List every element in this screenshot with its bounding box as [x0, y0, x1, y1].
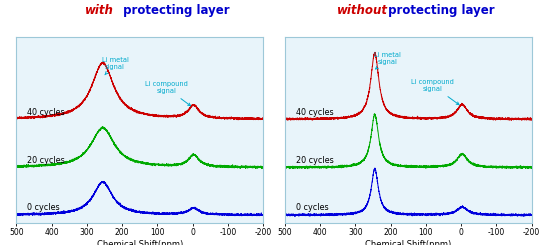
Text: Li metal
signal: Li metal signal — [101, 57, 129, 75]
Text: 0 cycles: 0 cycles — [27, 203, 60, 212]
Text: without: without — [337, 4, 388, 17]
Text: 40 cycles: 40 cycles — [27, 108, 65, 117]
Text: Li metal
signal: Li metal signal — [374, 52, 401, 69]
Text: 40 cycles: 40 cycles — [295, 108, 333, 117]
Text: Li compound
signal: Li compound signal — [412, 79, 459, 105]
Text: 0 cycles: 0 cycles — [295, 203, 328, 212]
Text: protecting layer: protecting layer — [119, 4, 230, 17]
Text: with: with — [85, 4, 114, 17]
X-axis label: Chemical Shift(ppm): Chemical Shift(ppm) — [365, 240, 452, 245]
Text: Li compound
signal: Li compound signal — [145, 81, 191, 106]
X-axis label: Chemical Shift(ppm): Chemical Shift(ppm) — [96, 240, 183, 245]
Text: 20 cycles: 20 cycles — [295, 156, 333, 165]
Text: 20 cycles: 20 cycles — [27, 156, 65, 165]
Text: protecting layer: protecting layer — [384, 4, 494, 17]
